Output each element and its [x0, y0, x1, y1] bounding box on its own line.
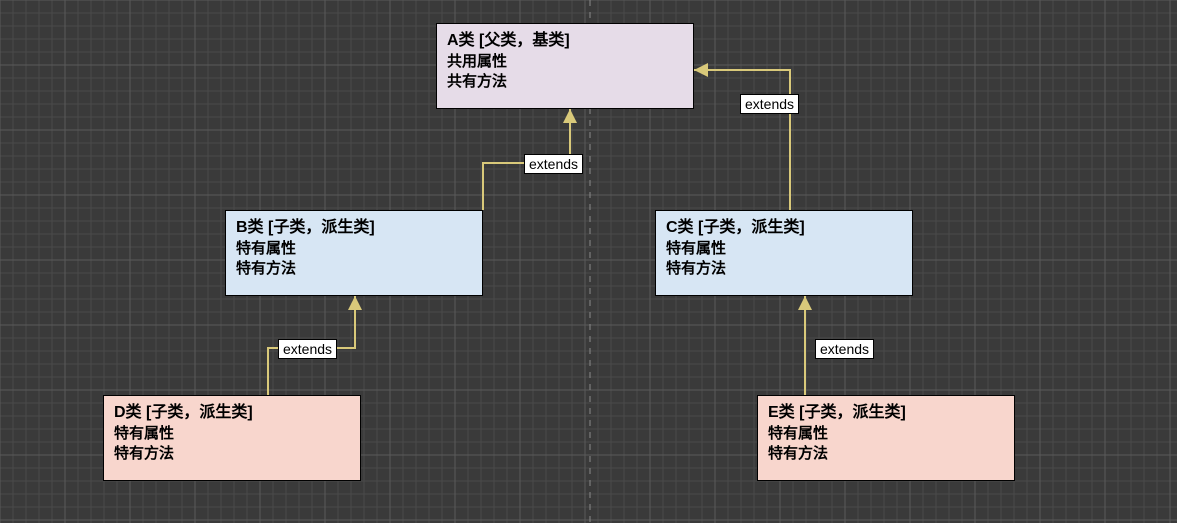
node-a-title: A类 [父类，基类] — [447, 30, 683, 52]
node-b-child-class[interactable]: B类 [子类，派生类] 特有属性 特有方法 — [225, 210, 483, 296]
node-b-line-2: 特有方法 — [236, 259, 472, 279]
edge-label-c-to-a: extends — [740, 94, 799, 114]
node-a-line-2: 共有方法 — [447, 72, 683, 92]
node-c-child-class[interactable]: C类 [子类，派生类] 特有属性 特有方法 — [655, 210, 913, 296]
node-b-line-1: 特有属性 — [236, 239, 472, 259]
node-d-title: D类 [子类，派生类] — [114, 402, 350, 424]
node-d-child-class[interactable]: D类 [子类，派生类] 特有属性 特有方法 — [103, 395, 361, 481]
node-a-line-1: 共用属性 — [447, 52, 683, 72]
node-d-line-1: 特有属性 — [114, 424, 350, 444]
node-d-line-2: 特有方法 — [114, 444, 350, 464]
node-c-line-1: 特有属性 — [666, 239, 902, 259]
diagram-canvas: A类 [父类，基类] 共用属性 共有方法 B类 [子类，派生类] 特有属性 特有… — [0, 0, 1177, 523]
edge-label-b-to-a: extends — [524, 154, 583, 174]
edge-label-d-to-b: extends — [278, 339, 337, 359]
node-c-line-2: 特有方法 — [666, 259, 902, 279]
node-a-parent-class[interactable]: A类 [父类，基类] 共用属性 共有方法 — [436, 23, 694, 109]
node-e-line-2: 特有方法 — [768, 444, 1004, 464]
node-e-child-class[interactable]: E类 [子类，派生类] 特有属性 特有方法 — [757, 395, 1015, 481]
node-e-title: E类 [子类，派生类] — [768, 402, 1004, 424]
node-c-title: C类 [子类，派生类] — [666, 217, 902, 239]
node-e-line-1: 特有属性 — [768, 424, 1004, 444]
node-b-title: B类 [子类，派生类] — [236, 217, 472, 239]
edge-label-e-to-c: extends — [815, 339, 874, 359]
